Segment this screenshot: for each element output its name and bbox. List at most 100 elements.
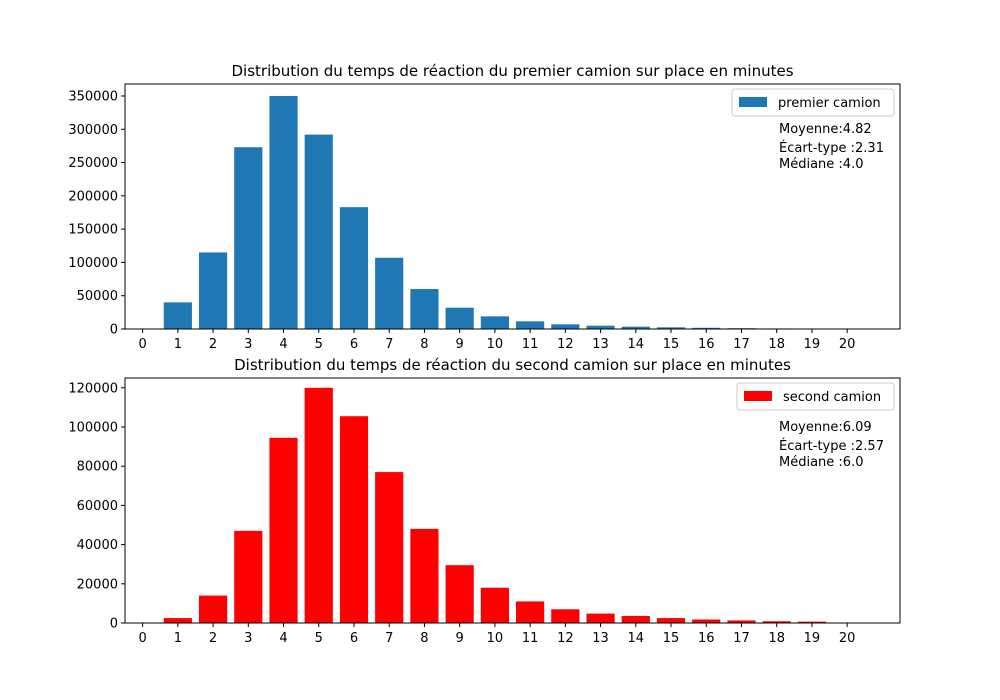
bar-5 [304, 387, 333, 623]
y-tick-label: 100000 [68, 421, 118, 436]
x-tick-label: 3 [244, 337, 252, 352]
x-tick-label: 10 [487, 631, 504, 646]
y-tick-label: 350000 [68, 89, 118, 104]
x-tick-label: 4 [279, 631, 287, 646]
y-tick-label: 20000 [77, 577, 118, 592]
bar-10 [480, 316, 509, 329]
x-tick-label: 19 [804, 631, 821, 646]
bar-16 [692, 619, 721, 623]
x-tick-label: 2 [209, 631, 217, 646]
x-tick-label: 6 [350, 337, 358, 352]
x-tick-label: 17 [733, 631, 750, 646]
plot-frame [124, 83, 901, 330]
y-tick-label: 100000 [68, 256, 118, 271]
chart-title: Distribution du temps de réaction du pre… [231, 62, 793, 80]
legend-swatch [744, 391, 772, 401]
bar-15 [656, 618, 686, 623]
legend: second camion [736, 382, 895, 411]
x-tick-label: 7 [385, 337, 393, 352]
x-tick-label: 9 [456, 631, 464, 646]
bar-3 [234, 147, 263, 329]
x-tick-label: 15 [663, 631, 680, 646]
bar-8 [410, 289, 439, 329]
stats-annotation: Moyenne:6.09 Écart-type :2.57 Médiane :6… [779, 420, 884, 470]
x-tick-label: 3 [244, 631, 252, 646]
x-tick-label: 20 [839, 631, 856, 646]
stats-mean: Moyenne:6.09 [779, 420, 872, 435]
x-tick-label: 1 [174, 631, 182, 646]
bar-17 [727, 620, 756, 623]
bar-3 [234, 530, 263, 623]
y-tick-label: 0 [110, 617, 118, 632]
y-tick-label: 50000 [77, 289, 118, 304]
y-tick-label: 0 [110, 323, 118, 338]
x-tick-label: 1 [174, 337, 182, 352]
x-tick-label: 12 [557, 337, 574, 352]
bar-7 [375, 472, 404, 623]
chart-title: Distribution du temps de réaction du sec… [234, 356, 791, 374]
bar-12 [551, 609, 580, 623]
legend-swatch [739, 97, 767, 107]
y-tick-label: 200000 [68, 189, 118, 204]
y-tick-label: 250000 [68, 156, 118, 171]
bar-8 [410, 528, 439, 623]
x-tick-label: 0 [138, 631, 146, 646]
bar-2 [198, 252, 228, 329]
legend-box [736, 382, 895, 411]
stats-median: Médiane :4.0 [779, 157, 863, 172]
chart-premier-camion: Distribution du temps de réaction du pre… [68, 62, 901, 352]
x-axis: 0 1 2 3 4 5 6 7 8 9 10 11 12 13 14 15 16 17 18 19 20 [138, 623, 855, 646]
bar-11 [516, 321, 545, 329]
x-tick-label: 13 [592, 337, 609, 352]
x-tick-label: 14 [628, 337, 645, 352]
y-tick-label: 120000 [68, 381, 118, 396]
stats-mean: Moyenne:4.82 [779, 122, 872, 137]
x-tick-label: 17 [733, 337, 750, 352]
stats-median: Médiane :6.0 [779, 455, 863, 470]
bar-14 [621, 615, 650, 623]
x-tick-label: 11 [522, 337, 539, 352]
x-tick-label: 14 [628, 631, 645, 646]
bar-5 [304, 134, 333, 329]
x-tick-label: 16 [698, 337, 715, 352]
x-tick-label: 13 [592, 631, 609, 646]
legend-label: second camion [783, 390, 881, 405]
bar-6 [339, 207, 369, 329]
x-tick-label: 11 [522, 631, 539, 646]
bar-14 [621, 326, 650, 329]
y-tick-label: 300000 [68, 123, 118, 138]
bar-1 [163, 618, 192, 623]
bar-12 [551, 324, 580, 329]
stats-annotation: Moyenne:4.82 Écart-type :2.31 Médiane :4… [779, 122, 884, 172]
bar-2 [198, 595, 228, 623]
plot-frame [124, 377, 901, 624]
y-axis: 0 50000 100000 150000 200000 250000 300000 3500… [68, 89, 125, 338]
y-tick-label: 150000 [68, 223, 118, 238]
x-tick-label: 5 [315, 631, 323, 646]
bar-9 [445, 565, 474, 623]
legend-label: premier camion [778, 96, 881, 111]
x-tick-label: 9 [456, 337, 464, 352]
bar-13 [586, 613, 615, 623]
bar-1 [163, 302, 192, 329]
x-tick-label: 18 [768, 631, 785, 646]
bar-18 [762, 621, 791, 623]
bar-group [163, 95, 827, 329]
bar-7 [375, 257, 404, 329]
bar-6 [339, 416, 369, 623]
x-tick-label: 19 [804, 337, 821, 352]
x-tick-label: 7 [385, 631, 393, 646]
x-tick-label: 18 [768, 337, 785, 352]
x-tick-label: 0 [138, 337, 146, 352]
bar-16 [692, 327, 721, 329]
x-axis: 0 1 2 3 4 5 6 7 8 9 10 11 12 13 14 15 16 17 18 19 20 [138, 329, 855, 352]
x-tick-label: 15 [663, 337, 680, 352]
bar-19 [797, 621, 827, 623]
x-tick-label: 12 [557, 631, 574, 646]
bar-9 [445, 307, 474, 329]
x-tick-label: 4 [279, 337, 287, 352]
y-axis: 0 20000 40000 60000 80000 100000 120000 [68, 381, 125, 632]
x-tick-label: 8 [420, 337, 428, 352]
bar-10 [480, 587, 509, 623]
